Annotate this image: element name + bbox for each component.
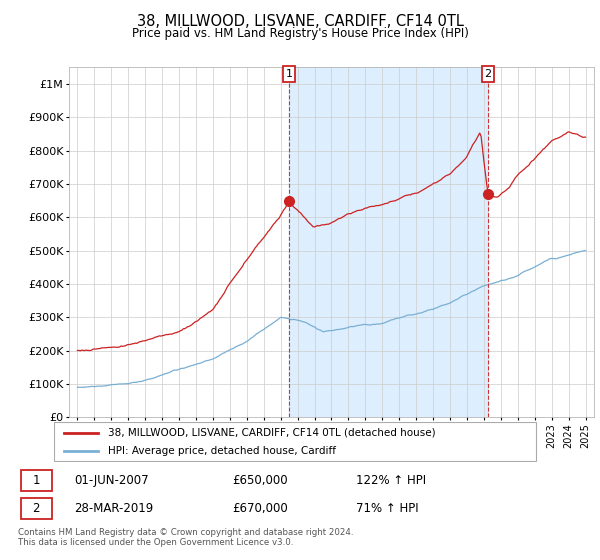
- Text: Price paid vs. HM Land Registry's House Price Index (HPI): Price paid vs. HM Land Registry's House …: [131, 27, 469, 40]
- FancyBboxPatch shape: [54, 422, 536, 461]
- Text: 71% ↑ HPI: 71% ↑ HPI: [356, 502, 419, 515]
- FancyBboxPatch shape: [21, 470, 52, 491]
- Text: £650,000: £650,000: [232, 474, 288, 487]
- Bar: [289, 67, 488, 417]
- Text: Contains HM Land Registry data © Crown copyright and database right 2024.
This d: Contains HM Land Registry data © Crown c…: [18, 528, 353, 547]
- Text: 2: 2: [485, 69, 492, 79]
- Text: 38, MILLWOOD, LISVANE, CARDIFF, CF14 0TL: 38, MILLWOOD, LISVANE, CARDIFF, CF14 0TL: [137, 14, 463, 29]
- Text: 2: 2: [32, 502, 40, 515]
- Text: £670,000: £670,000: [232, 502, 288, 515]
- Text: HPI: Average price, detached house, Cardiff: HPI: Average price, detached house, Card…: [108, 446, 336, 456]
- Text: 122% ↑ HPI: 122% ↑ HPI: [356, 474, 427, 487]
- Text: 1: 1: [32, 474, 40, 487]
- Text: 38, MILLWOOD, LISVANE, CARDIFF, CF14 0TL (detached house): 38, MILLWOOD, LISVANE, CARDIFF, CF14 0TL…: [108, 428, 436, 437]
- Text: 1: 1: [286, 69, 293, 79]
- FancyBboxPatch shape: [21, 498, 52, 519]
- Text: 01-JUN-2007: 01-JUN-2007: [74, 474, 149, 487]
- Text: 28-MAR-2019: 28-MAR-2019: [74, 502, 154, 515]
